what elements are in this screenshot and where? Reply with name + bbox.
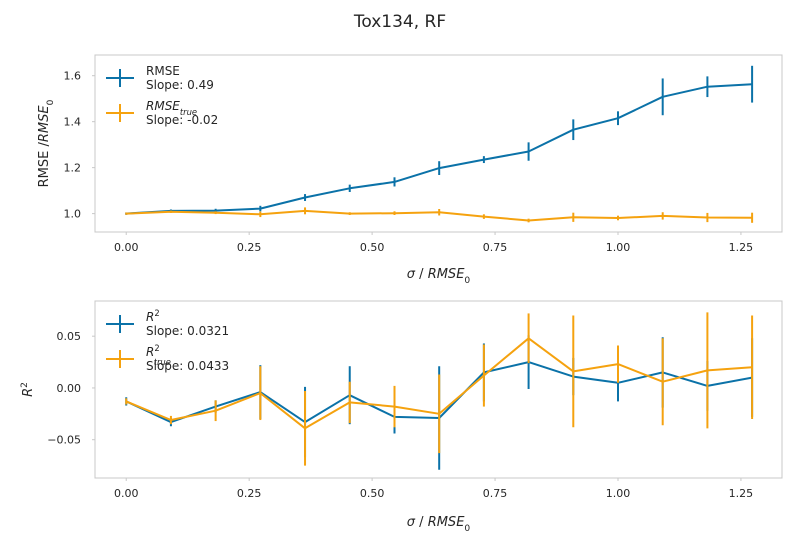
bottom-xtick-label: 0.75 [483,487,508,500]
top-xtick-label: 0.00 [114,241,139,254]
bottom-xtick-label: 1.00 [606,487,631,500]
top-xtick-label: 0.50 [360,241,385,254]
top-legend-label: RMSE [146,64,180,78]
bottom-series-orange [125,312,754,466]
top-ytick-label: 1.0 [64,208,82,221]
top-legend-slope: Slope: 0.49 [146,78,214,92]
bottom-orange-line [125,337,753,430]
top-orange-line [126,209,753,222]
figure-title: Tox134, RF [353,12,446,32]
bottom-legend-slope: Slope: 0.0433 [146,359,229,373]
bottom-legend-label: R2 true [146,343,171,367]
top-xtick-label: 0.75 [483,241,508,254]
top-y-axis-label: RMSE /RMSE0 [37,99,56,187]
bottom-xtick-label: 1.25 [729,487,754,500]
top-xtick-label: 1.00 [606,241,631,254]
bottom-ytick-label: −0.05 [47,434,81,447]
bottom-x-axis-label: σ / RMSE0 [407,515,471,534]
top-xtick-label: 1.25 [729,241,754,254]
top-ytick-label: 1.6 [64,70,82,83]
top-series-orange [125,207,754,223]
bottom-xtick-label: 0.25 [237,487,262,500]
panel-top-rmse: 0.00 0.25 0.50 0.75 1.00 1.25 1.0 1.2 1.4 1.6 σ / … [37,54,783,286]
top-legend-slope: Slope: -0.02 [146,113,218,127]
top-legend-label: RMSEtrue [146,99,197,117]
top-xtick-label: 0.25 [237,241,262,254]
bottom-xtick-label: 0.00 [114,487,139,500]
top-blue-line [126,83,753,215]
top-ytick-label: 1.2 [64,162,82,175]
bottom-legend-label: R2 [146,308,160,324]
top-x-axis-label: σ / RMSE0 [407,267,471,286]
bottom-ytick-label: 0.00 [57,382,82,395]
top-ytick-label: 1.4 [64,116,82,129]
bottom-ytick-label: 0.05 [57,330,82,343]
panel-bottom-r2: 0.00 0.25 0.50 0.75 1.00 1.25 −0.05 0.00 0.05 σ /… [20,300,783,534]
top-axes-frame [94,54,783,233]
bottom-y-axis-label: R2 [20,382,36,397]
bottom-xtick-label: 0.50 [360,487,385,500]
bottom-axes-frame [94,300,783,479]
bottom-legend-slope: Slope: 0.0321 [146,324,229,338]
